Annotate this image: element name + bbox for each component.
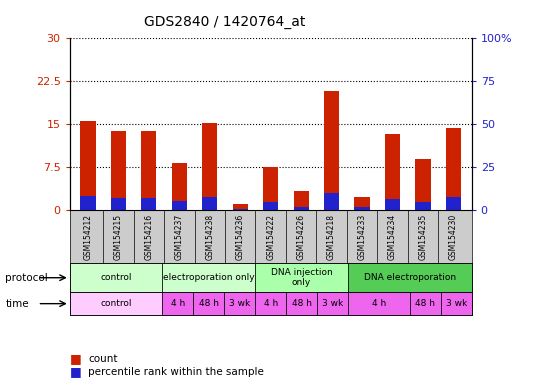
Bar bbox=[410, 293, 441, 315]
Bar bbox=[415, 202, 430, 210]
Bar bbox=[324, 91, 339, 210]
Bar bbox=[385, 199, 400, 210]
Bar bbox=[446, 197, 461, 210]
Bar bbox=[446, 128, 461, 210]
Bar bbox=[294, 207, 309, 210]
Text: GDS2840 / 1420764_at: GDS2840 / 1420764_at bbox=[144, 15, 306, 29]
Text: ■: ■ bbox=[70, 353, 81, 366]
Text: GSM154215: GSM154215 bbox=[114, 214, 123, 260]
Text: 4 h: 4 h bbox=[372, 299, 386, 308]
Bar bbox=[193, 293, 224, 315]
Text: protocol: protocol bbox=[5, 273, 48, 283]
Text: DNA electroporation: DNA electroporation bbox=[364, 273, 456, 282]
Text: control: control bbox=[100, 273, 132, 282]
Text: 3 wk: 3 wk bbox=[229, 299, 250, 308]
Bar bbox=[162, 293, 193, 315]
Bar bbox=[354, 207, 370, 210]
Text: 3 wk: 3 wk bbox=[445, 299, 467, 308]
Text: 48 h: 48 h bbox=[415, 299, 435, 308]
Bar bbox=[233, 204, 248, 210]
Bar bbox=[142, 198, 157, 210]
Bar bbox=[80, 196, 95, 210]
Text: GSM154235: GSM154235 bbox=[419, 214, 427, 260]
Bar bbox=[441, 293, 472, 315]
Bar bbox=[354, 197, 370, 210]
Text: GSM154234: GSM154234 bbox=[388, 214, 397, 260]
Text: 4 h: 4 h bbox=[264, 299, 278, 308]
Text: DNA injection
only: DNA injection only bbox=[271, 268, 332, 287]
Bar bbox=[385, 134, 400, 210]
Text: GSM154216: GSM154216 bbox=[144, 214, 153, 260]
Text: GSM154230: GSM154230 bbox=[449, 214, 458, 260]
Text: GSM154222: GSM154222 bbox=[266, 214, 275, 260]
Text: 3 wk: 3 wk bbox=[322, 299, 343, 308]
Bar bbox=[348, 293, 410, 315]
Text: electroporation only: electroporation only bbox=[163, 273, 255, 282]
Bar bbox=[348, 263, 472, 293]
Text: 48 h: 48 h bbox=[292, 299, 311, 308]
Bar bbox=[286, 293, 317, 315]
Bar bbox=[263, 202, 278, 210]
Bar bbox=[224, 293, 255, 315]
Bar bbox=[80, 121, 95, 210]
Text: GSM154233: GSM154233 bbox=[358, 214, 367, 260]
Text: 4 h: 4 h bbox=[171, 299, 185, 308]
Bar bbox=[202, 197, 218, 210]
Text: GSM154237: GSM154237 bbox=[175, 214, 184, 260]
Bar bbox=[294, 191, 309, 210]
Text: GSM154218: GSM154218 bbox=[327, 214, 336, 260]
Text: GSM154238: GSM154238 bbox=[205, 214, 214, 260]
Bar bbox=[172, 163, 187, 210]
Text: ■: ■ bbox=[70, 365, 81, 378]
Bar bbox=[142, 131, 157, 210]
Bar bbox=[111, 198, 126, 210]
Text: GSM154212: GSM154212 bbox=[84, 214, 92, 260]
Text: GSM154236: GSM154236 bbox=[236, 214, 245, 260]
Bar bbox=[255, 263, 348, 293]
Bar bbox=[415, 159, 430, 210]
Bar bbox=[324, 193, 339, 210]
Bar bbox=[317, 293, 348, 315]
Text: 48 h: 48 h bbox=[199, 299, 219, 308]
Bar bbox=[172, 201, 187, 210]
Bar bbox=[70, 263, 162, 293]
Text: control: control bbox=[100, 299, 132, 308]
Text: time: time bbox=[5, 299, 29, 309]
Bar bbox=[111, 131, 126, 210]
Bar bbox=[255, 293, 286, 315]
Bar bbox=[233, 209, 248, 210]
Bar bbox=[202, 123, 218, 210]
Bar bbox=[263, 167, 278, 210]
Bar bbox=[70, 293, 162, 315]
Text: count: count bbox=[88, 354, 118, 364]
Text: percentile rank within the sample: percentile rank within the sample bbox=[88, 367, 264, 377]
Bar bbox=[162, 263, 255, 293]
Text: GSM154226: GSM154226 bbox=[296, 214, 306, 260]
